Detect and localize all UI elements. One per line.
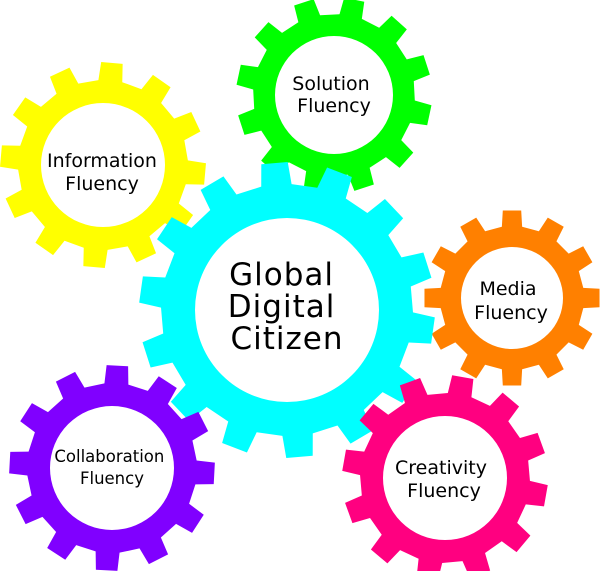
- collaboration-label-line-2: Fluency: [80, 469, 144, 488]
- collaboration-label-line-1: Collaboration: [54, 447, 164, 466]
- creativity-gear-label: Creativity Fluency: [395, 457, 493, 502]
- center-gear-shape: [139, 162, 435, 458]
- center-label-line-1: Global: [229, 257, 334, 293]
- creativity-gear-shape: [342, 375, 548, 571]
- media-gear-shape: [424, 210, 600, 386]
- solution-gear-shape: [236, 0, 432, 193]
- collaboration-gear-shape: [9, 365, 215, 571]
- media-fluency-gear: Media Fluency: [424, 210, 600, 386]
- media-gear-label: Media Fluency: [474, 278, 548, 324]
- information-gear-label: Information Fluency: [47, 150, 163, 195]
- collaboration-gear-label: Collaboration Fluency: [54, 447, 169, 488]
- solution-fluency-gear: Solution Fluency: [236, 0, 432, 193]
- collaboration-fluency-gear: Collaboration Fluency: [9, 365, 215, 571]
- information-label-line-1: Information: [47, 150, 157, 172]
- creativity-label-line-2: Fluency: [407, 480, 481, 502]
- media-label-line-1: Media: [479, 278, 536, 300]
- solution-label-line-1: Solution: [292, 73, 369, 95]
- center-gear-label: Global Digital Citizen: [228, 257, 346, 357]
- solution-label-line-2: Fluency: [297, 95, 371, 117]
- creativity-fluency-gear: Creativity Fluency: [342, 375, 548, 571]
- information-fluency-gear: Information Fluency: [0, 62, 206, 268]
- solution-gear-label: Solution Fluency: [292, 73, 375, 117]
- center-gear: Global Digital Citizen: [139, 162, 435, 458]
- information-label-line-2: Fluency: [65, 173, 139, 195]
- center-label-line-3: Citizen: [230, 321, 343, 357]
- information-gear-shape: [0, 62, 206, 268]
- creativity-label-line-1: Creativity: [395, 457, 487, 479]
- center-label-line-2: Digital: [228, 289, 336, 325]
- media-label-line-2: Fluency: [474, 302, 548, 324]
